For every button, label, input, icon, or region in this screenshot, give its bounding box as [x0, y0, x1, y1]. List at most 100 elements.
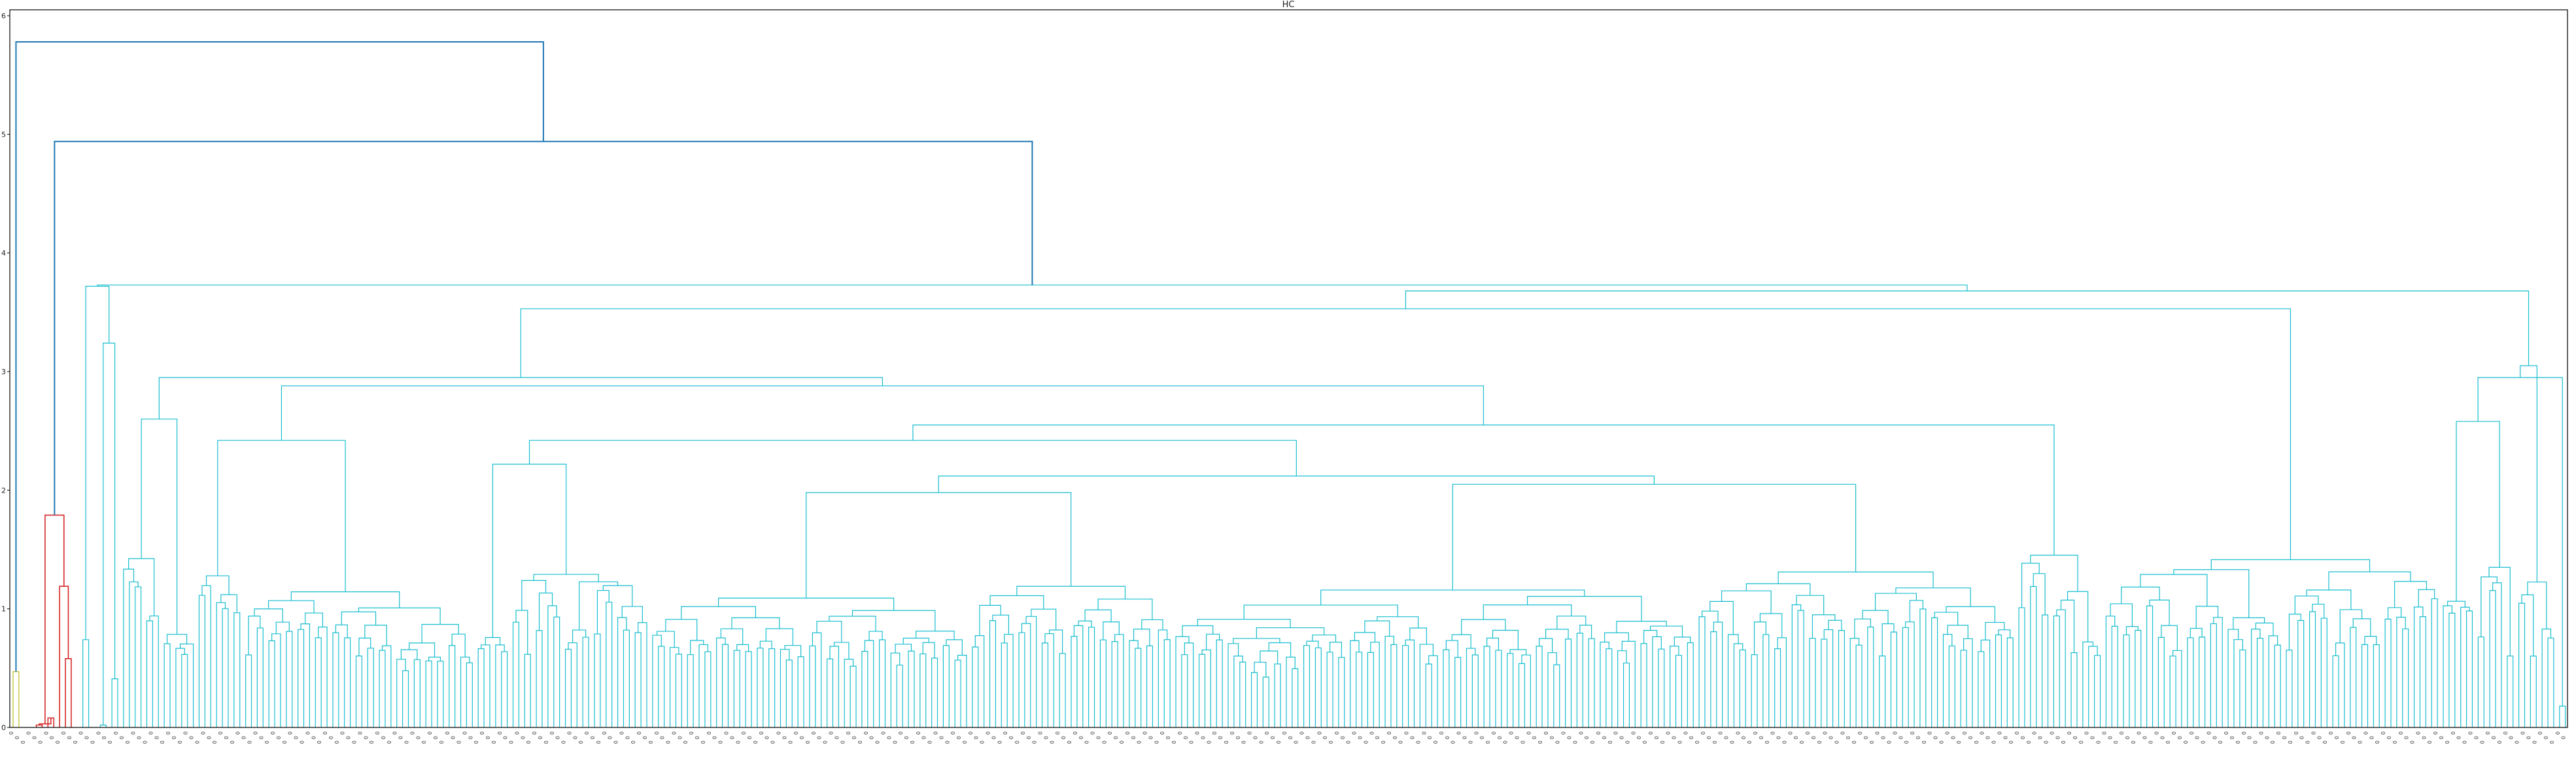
leaf-label: 0 [1049, 741, 1055, 744]
dendrogram-link-31 [256, 627, 264, 727]
leaf-label: 0 [404, 741, 410, 744]
leaf-label: 0 [206, 736, 212, 739]
dendrogram-link-121 [784, 645, 802, 657]
dendrogram-link-430 [1405, 290, 2530, 366]
leaf-label: 0 [2142, 736, 2148, 739]
dendrogram-link-14 [146, 620, 153, 727]
leaf-label: 0 [1095, 736, 1101, 739]
dendrogram-link-258 [1483, 604, 1572, 620]
leaf-label: 0 [2212, 736, 2218, 739]
dendrogram-link-57 [400, 649, 418, 660]
leaf-label: 0 [520, 736, 526, 739]
leaf-label: 0 [776, 731, 781, 735]
leaf-label: 0 [1683, 731, 1689, 735]
leaf-label: 0 [1357, 736, 1363, 739]
dendrogram-link-218 [1350, 640, 1360, 727]
leaf-label: 0 [2235, 741, 2241, 744]
leaf-label: 0 [1962, 731, 1968, 735]
leaf-label: 0 [572, 736, 578, 739]
leaf-label: 0 [904, 736, 910, 739]
leaf-label: 0 [1904, 741, 1910, 744]
leaf-label: 0 [1793, 736, 1799, 739]
leaf-label: 0 [735, 741, 741, 744]
dendrogram-link-188 [1181, 654, 1188, 727]
dendrogram-link-35 [286, 631, 293, 727]
dendrogram-link-170 [1073, 625, 1084, 727]
dendrogram-link-289 [1777, 637, 1787, 727]
leaf-label: 0 [1305, 736, 1311, 739]
leaf-labels: 0 0 0 0 0 0 0 0 0 0 0 0 0 0 0 0 0 0 0 0 0 0 0 0 0 0 0 0 0 0 0 0 0 0 0 0 0 0 0 0… [9, 731, 2567, 744]
leaf-label: 0 [1921, 741, 1927, 744]
leaf-label: 0 [2264, 736, 2270, 739]
dendrogram-link-234 [1454, 657, 1462, 727]
dendrogram-link-19 [175, 648, 185, 727]
dendrogram-link-95 [602, 585, 633, 607]
leaf-label: 0 [1497, 736, 1503, 739]
leaf-label: 0 [1567, 736, 1573, 739]
dendrogram-link-65 [451, 633, 466, 657]
dendrogram-link-349 [281, 385, 1485, 441]
leaf-label: 0 [1241, 741, 1247, 744]
dendrogram-link-319 [1963, 638, 1973, 727]
leaf-label: 0 [421, 741, 427, 744]
dendrogram-link-239 [1483, 646, 1490, 727]
leaf-label: 0 [1183, 736, 1189, 739]
leaf-label: 0 [1980, 731, 1985, 735]
dendrogram-link-142 [919, 653, 927, 727]
leaf-label: 0 [160, 741, 165, 744]
dendrogram-link-138 [896, 665, 903, 727]
dendrogram-link-304 [1867, 626, 1874, 727]
dendrogram-link-156 [1001, 642, 1008, 727]
dendrogram-link-426 [2547, 637, 2554, 727]
dendrogram-link-84 [568, 642, 577, 727]
leaf-label: 0 [555, 736, 561, 739]
leaf-label: 0 [695, 736, 700, 739]
leaf-label: 0 [543, 741, 549, 744]
dendrogram-link-248 [1536, 646, 1543, 727]
leaf-label: 0 [1468, 741, 1473, 744]
dendrogram-link-124 [681, 606, 757, 620]
leaf-label: 0 [2177, 736, 2183, 739]
leaf-label: 0 [1032, 741, 1038, 744]
leaf-label: 0 [1869, 741, 1875, 744]
dendrogram-link-317 [1942, 634, 1953, 727]
dendrogram-link-159 [979, 604, 1001, 636]
leaf-label: 0 [625, 736, 630, 739]
leaf-label: 0 [352, 741, 358, 744]
dendrogram-link-375 [2251, 629, 2261, 727]
dendrogram-link-45 [344, 637, 351, 727]
dendrogram-link-415 [2489, 590, 2496, 727]
dendrogram-link-367 [2210, 623, 2217, 727]
dendrogram-link-226 [1405, 639, 1415, 727]
leaf-label: 0 [1829, 736, 1834, 739]
dendrogram-link-146 [942, 645, 950, 727]
leaf-label: 0 [1515, 736, 1520, 739]
leaf-label: 0 [1781, 741, 1787, 744]
leaf-label: 0 [2299, 736, 2305, 739]
leaf-label: 0 [1613, 731, 1619, 735]
leaf-label: 0 [526, 741, 532, 744]
leaf-label: 0 [1229, 731, 1235, 735]
leaf-label: 0 [154, 736, 160, 739]
leaf-label: 0 [538, 736, 543, 739]
leaf-label: 0 [875, 741, 881, 744]
leaf-label: 0 [415, 736, 421, 739]
leaf-label: 0 [1578, 731, 1584, 735]
leaf-label: 0 [311, 736, 317, 739]
dendrogram-link-100 [652, 635, 662, 727]
dendrogram-link-152 [718, 597, 895, 611]
dendrogram-link-88 [606, 601, 613, 727]
leaf-label: 0 [2392, 741, 2398, 744]
leaf-label: 0 [218, 731, 224, 735]
dendrogram-link-112 [745, 651, 752, 727]
leaf-label: 0 [468, 736, 473, 739]
leaf-label: 0 [1555, 741, 1561, 744]
leaf-label: 0 [2218, 741, 2224, 744]
dendrogram-link-256 [1579, 625, 1592, 639]
leaf-label: 0 [2026, 741, 2032, 744]
dendrogram-link-380 [2173, 569, 2250, 618]
leaf-label: 0 [433, 736, 439, 739]
leaf-label: 0 [997, 741, 1003, 744]
dendrogram-link-189 [1184, 642, 1194, 727]
dendrogram-link-404 [2418, 589, 2435, 607]
